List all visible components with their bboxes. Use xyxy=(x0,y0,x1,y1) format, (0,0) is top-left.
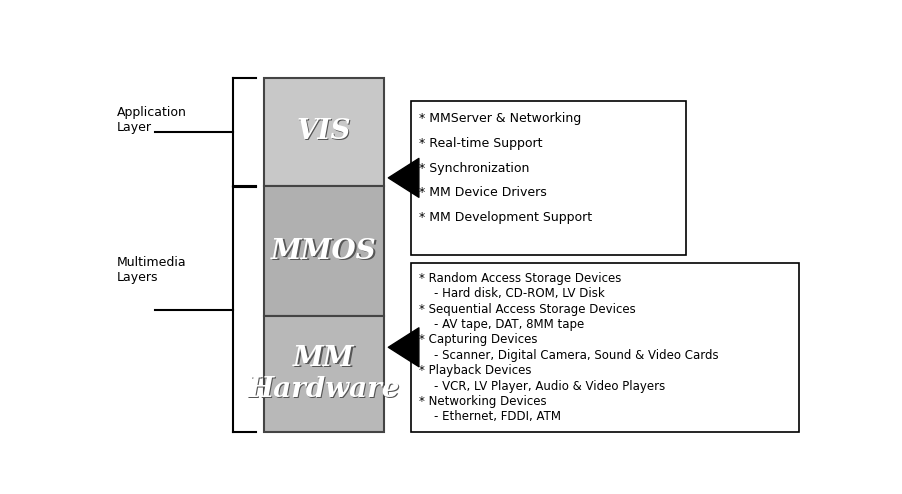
Text: * Random Access Storage Devices: * Random Access Storage Devices xyxy=(419,272,621,285)
Text: MM
Hardware: MM Hardware xyxy=(249,346,401,405)
Text: - Hard disk, CD-ROM, LV Disk: - Hard disk, CD-ROM, LV Disk xyxy=(419,287,604,300)
Text: - VCR, LV Player, Audio & Video Players: - VCR, LV Player, Audio & Video Players xyxy=(419,379,665,393)
Text: * Real-time Support: * Real-time Support xyxy=(419,137,542,150)
Text: * MMServer & Networking: * MMServer & Networking xyxy=(419,113,581,125)
Text: - AV tape, DAT, 8MM tape: - AV tape, DAT, 8MM tape xyxy=(419,318,584,331)
Text: MMOS: MMOS xyxy=(272,238,377,264)
Text: * MM Development Support: * MM Development Support xyxy=(419,211,592,224)
Bar xyxy=(411,262,798,432)
Text: * Sequential Access Storage Devices: * Sequential Access Storage Devices xyxy=(419,303,636,316)
Text: MM
Hardware: MM Hardware xyxy=(248,345,400,403)
Text: * Networking Devices: * Networking Devices xyxy=(419,395,547,408)
Text: * Synchronization: * Synchronization xyxy=(419,162,529,175)
Bar xyxy=(264,78,384,186)
Text: VIS: VIS xyxy=(297,118,351,145)
FancyArrowPatch shape xyxy=(389,328,419,367)
Text: * MM Device Drivers: * MM Device Drivers xyxy=(419,186,547,200)
Text: VIS: VIS xyxy=(298,120,353,146)
Text: Application
Layer: Application Layer xyxy=(116,106,187,134)
Text: - Ethernet, FDDI, ATM: - Ethernet, FDDI, ATM xyxy=(419,411,561,423)
Text: Multimedia
Layers: Multimedia Layers xyxy=(116,256,186,284)
Bar xyxy=(411,101,686,255)
Bar xyxy=(264,186,384,317)
Text: - Scanner, Digital Camera, Sound & Video Cards: - Scanner, Digital Camera, Sound & Video… xyxy=(419,349,719,362)
Text: * Playback Devices: * Playback Devices xyxy=(419,364,531,377)
FancyArrowPatch shape xyxy=(389,159,419,197)
Text: MMOS: MMOS xyxy=(272,239,378,266)
Text: * Capturing Devices: * Capturing Devices xyxy=(419,333,538,346)
Bar xyxy=(264,317,384,432)
